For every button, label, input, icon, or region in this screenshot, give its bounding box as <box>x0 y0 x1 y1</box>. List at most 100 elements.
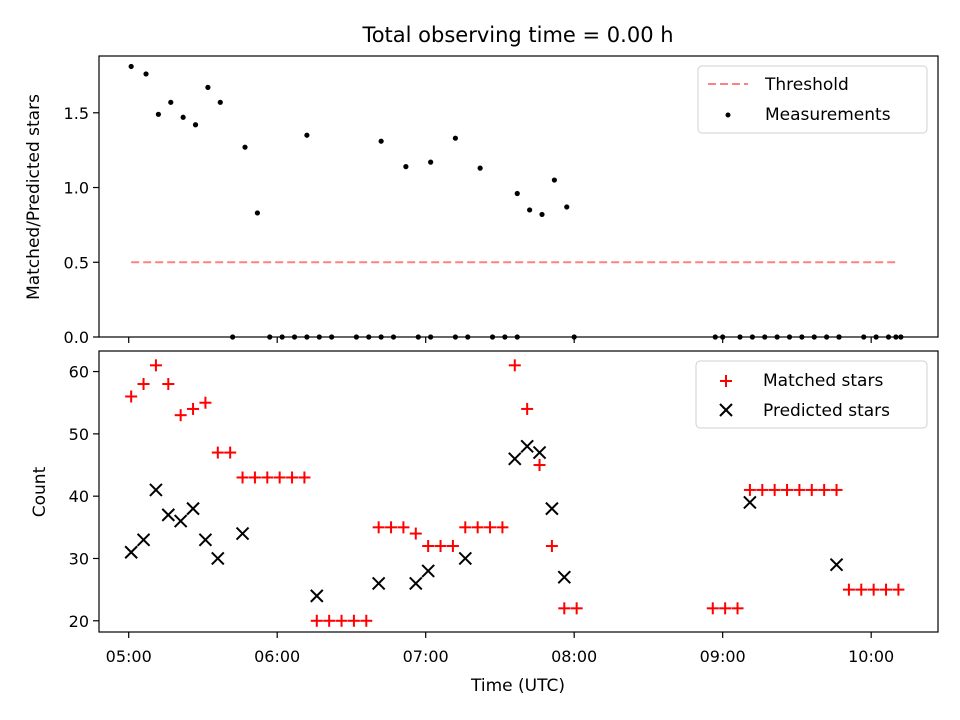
matched-star-point <box>471 521 484 534</box>
predicted-star-point <box>421 564 435 578</box>
matched-star-point <box>830 483 843 496</box>
predicted-star-point <box>211 551 225 566</box>
count-y-ticks: 20 30 40 50 60 <box>69 363 99 631</box>
predicted-star-point <box>310 589 324 603</box>
legend-measurements-swatch <box>725 112 731 118</box>
matched-star-point <box>781 483 794 496</box>
matched-star-point <box>298 471 311 484</box>
predicted-star-point <box>161 508 176 522</box>
measurement-point <box>428 159 434 165</box>
count-y-tick-label: 20 <box>69 612 89 631</box>
measurement-point <box>403 164 409 170</box>
predicted-star-point <box>371 576 386 591</box>
predicted-star-point <box>173 514 188 528</box>
matched-star-point <box>558 602 571 615</box>
matched-star-point <box>434 540 447 553</box>
matched-star-point <box>867 583 880 596</box>
x-tick-label: 07:00 <box>403 647 449 666</box>
matched-star-point <box>855 583 868 596</box>
x-tick-label: 05:00 <box>106 647 152 666</box>
predicted-star-point <box>198 533 213 547</box>
matched-star-point <box>521 402 534 415</box>
matched-star-point <box>842 583 855 596</box>
measurement-point <box>128 63 134 70</box>
measurement-point <box>205 84 211 90</box>
matched-star-point <box>323 614 336 627</box>
measurement-point <box>514 190 520 197</box>
ratio-y-tick-label: 1.0 <box>64 179 89 198</box>
measurement-point <box>155 111 161 117</box>
ratio-marks <box>128 63 904 340</box>
matched-star-point <box>174 409 187 422</box>
matched-star-point <box>248 471 261 484</box>
matched-star-point <box>286 471 299 484</box>
predicted-star-point <box>743 495 757 510</box>
count-legend-box <box>695 360 928 429</box>
predicted-star-point <box>545 501 559 516</box>
predicted-star-point <box>557 570 571 584</box>
predicted-star-point <box>149 483 163 497</box>
matched-star-point <box>892 583 905 596</box>
count-y-tick-label: 50 <box>69 425 89 444</box>
matched-star-point <box>211 446 224 459</box>
matched-star-point <box>137 378 150 391</box>
matched-star-point <box>125 390 138 403</box>
predicted-star-point <box>409 576 423 591</box>
chart-title: Total observing time = 0.00 h <box>361 23 673 47</box>
count-y-axis-label: Count <box>30 466 50 517</box>
matched-star-point <box>484 521 497 534</box>
matched-star-point <box>236 471 249 484</box>
matched-star-point <box>731 602 744 615</box>
matched-star-point <box>706 602 719 615</box>
matched-star-point <box>508 359 521 372</box>
ratio-y-tick-label: 0.0 <box>64 328 89 347</box>
ratio-y-tick-label: 0.5 <box>64 253 89 272</box>
matched-star-point <box>793 483 806 496</box>
count-marks <box>124 359 905 627</box>
x-axis-label: Time (UTC) <box>470 676 565 696</box>
matched-star-point <box>372 521 385 534</box>
predicted-star-point <box>829 558 844 572</box>
matched-star-point <box>347 614 360 627</box>
measurement-point <box>551 177 557 183</box>
matched-star-point <box>545 540 558 553</box>
legend-measurements-label: Measurements <box>765 105 891 125</box>
count-y-tick-label: 30 <box>69 549 89 568</box>
ratio-panel: Total observing time = 0.00 h 0.0 0.5 1.0 1… <box>24 23 939 347</box>
matched-star-point <box>459 521 472 534</box>
predicted-star-point <box>235 526 250 541</box>
x-tick-label: 08:00 <box>551 647 597 666</box>
x-tick-label: 10:00 <box>848 647 894 666</box>
matched-star-point <box>199 396 212 409</box>
x-tick-label: 09:00 <box>700 647 746 666</box>
measurement-point <box>180 114 186 120</box>
matched-star-point <box>385 521 398 534</box>
matched-star-point <box>880 583 893 596</box>
measurement-point <box>564 204 570 210</box>
matched-star-point <box>335 614 348 627</box>
matched-star-point <box>149 359 162 372</box>
legend-predicted-swatch <box>719 403 733 417</box>
count-axes-frame <box>98 350 939 633</box>
matched-star-point <box>162 378 175 391</box>
ratio-x-ticks <box>128 337 872 343</box>
matched-star-point <box>818 483 831 496</box>
matched-star-point <box>570 602 583 615</box>
count-panel: 20 30 40 50 60 05:00 06:00 07:00 08:00 09:00 10:0… <box>30 350 939 696</box>
matched-star-point <box>743 483 756 496</box>
matched-star-point <box>805 483 818 496</box>
matched-star-point <box>409 527 422 540</box>
ratio-y-tick-label: 1.5 <box>64 104 89 123</box>
measurement-point <box>143 71 149 77</box>
measurement-point <box>168 99 174 105</box>
predicted-star-point <box>124 545 138 559</box>
matched-star-point <box>187 402 200 415</box>
legend-matched-label: Matched stars <box>763 371 883 391</box>
count-x-ticks: 05:00 06:00 07:00 08:00 09:00 10:00 <box>106 632 894 666</box>
count-y-tick-label: 40 <box>69 487 89 506</box>
predicted-star-point <box>532 445 547 460</box>
matched-star-point <box>756 483 769 496</box>
ratio-axes-frame <box>98 55 939 338</box>
ratio-legend: Threshold Measurements <box>697 65 928 134</box>
measurement-point <box>378 138 384 144</box>
